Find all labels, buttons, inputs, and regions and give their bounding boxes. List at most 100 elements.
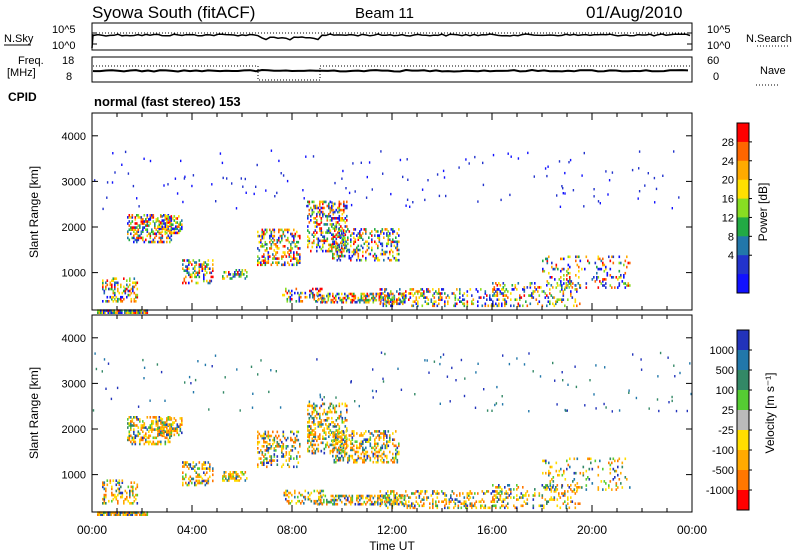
power-cell xyxy=(442,169,445,173)
velocity-cell xyxy=(380,448,382,452)
velocity-cell xyxy=(343,433,345,436)
velocity-cell xyxy=(575,471,577,475)
velocity-cell xyxy=(105,489,107,493)
velocity-cell xyxy=(145,426,147,429)
power-cell xyxy=(399,298,401,301)
velocity-cell xyxy=(426,359,428,362)
power-cell xyxy=(360,228,363,231)
power-cell xyxy=(627,261,630,265)
power-cell xyxy=(140,216,143,219)
power-cell xyxy=(415,296,418,299)
power-cell xyxy=(456,302,458,306)
power-cell xyxy=(443,176,446,179)
power-cell xyxy=(344,204,347,208)
velocity-cell xyxy=(504,506,506,510)
power-cell xyxy=(307,225,309,228)
power-cell xyxy=(133,297,136,301)
velocity-cell xyxy=(334,406,336,410)
noise-right-tick-bottom: 10^0 xyxy=(707,40,731,52)
power-cell xyxy=(179,229,182,233)
power-cell xyxy=(365,258,367,262)
velocity-cell xyxy=(204,467,207,470)
velocity-cell xyxy=(383,438,385,441)
power-cell xyxy=(136,311,138,314)
power-cell xyxy=(564,192,566,195)
power-cell xyxy=(354,300,357,304)
velocity-cell xyxy=(543,506,545,510)
velocity-cell xyxy=(100,513,102,516)
power-cell xyxy=(678,196,680,199)
power-cell xyxy=(409,296,412,299)
velocity-colorbar-segment xyxy=(737,470,749,491)
velocity-cell xyxy=(350,502,352,506)
power-cell xyxy=(129,293,131,297)
power-cell xyxy=(182,267,184,270)
power-cell xyxy=(453,292,455,295)
power-cell xyxy=(301,291,304,295)
power-cell xyxy=(136,309,138,312)
power-cell xyxy=(136,226,138,229)
power-cell xyxy=(393,230,396,233)
power-cell xyxy=(152,232,155,236)
power-cell xyxy=(345,230,348,233)
power-cell xyxy=(486,294,488,297)
velocity-cell xyxy=(293,432,295,436)
velocity-cell xyxy=(310,443,312,447)
power-cell xyxy=(562,292,565,295)
power-cell xyxy=(597,200,600,203)
power-cell xyxy=(163,227,165,231)
power-cell xyxy=(316,219,318,222)
power-cell xyxy=(146,228,149,231)
velocity-cell xyxy=(231,475,233,478)
velocity-cell xyxy=(332,421,335,424)
power-cell xyxy=(128,214,131,217)
velocity-cell xyxy=(363,432,366,435)
velocity-cell xyxy=(603,402,605,406)
velocity-cell xyxy=(372,368,374,371)
velocity-cell xyxy=(206,467,208,470)
power-cell xyxy=(298,293,301,297)
power-cell xyxy=(350,300,352,304)
velocity-cell xyxy=(440,356,442,359)
power-cell xyxy=(569,271,571,275)
velocity-cell xyxy=(387,500,390,504)
power-cell xyxy=(438,292,440,295)
power-cell xyxy=(504,302,506,306)
velocity-cell xyxy=(244,479,247,482)
power-cell xyxy=(427,179,429,182)
velocity-cell xyxy=(450,496,452,499)
power-cell xyxy=(344,225,347,228)
velocity-cell xyxy=(570,496,572,499)
power-cell xyxy=(167,234,170,238)
power-cell xyxy=(284,253,286,256)
power-cell xyxy=(261,232,264,236)
power-ytick-label: 2000 xyxy=(62,222,86,234)
velocity-cell xyxy=(567,496,569,499)
velocity-cell xyxy=(609,463,612,467)
velocity-cell xyxy=(599,459,601,463)
power-cell xyxy=(585,282,588,285)
power-cell xyxy=(329,208,332,212)
velocity-cell xyxy=(240,477,242,480)
power-cell xyxy=(112,289,115,293)
velocity-cell xyxy=(235,473,238,476)
power-cell xyxy=(354,252,357,256)
power-cell xyxy=(338,204,341,208)
power-cell xyxy=(308,231,311,234)
velocity-cell xyxy=(369,444,372,448)
power-cell xyxy=(270,247,273,250)
power-cell xyxy=(502,294,505,297)
power-cell xyxy=(116,311,119,314)
velocity-cell xyxy=(179,425,182,428)
power-cell xyxy=(306,204,308,208)
velocity-cell xyxy=(391,490,394,493)
power-cell xyxy=(458,166,460,169)
power-cell xyxy=(166,225,168,228)
velocity-cell xyxy=(332,448,334,452)
power-cell xyxy=(523,288,526,291)
power-cell xyxy=(289,291,292,295)
power-cell xyxy=(594,261,597,265)
power-cell xyxy=(178,223,180,226)
velocity-cell xyxy=(628,391,630,394)
